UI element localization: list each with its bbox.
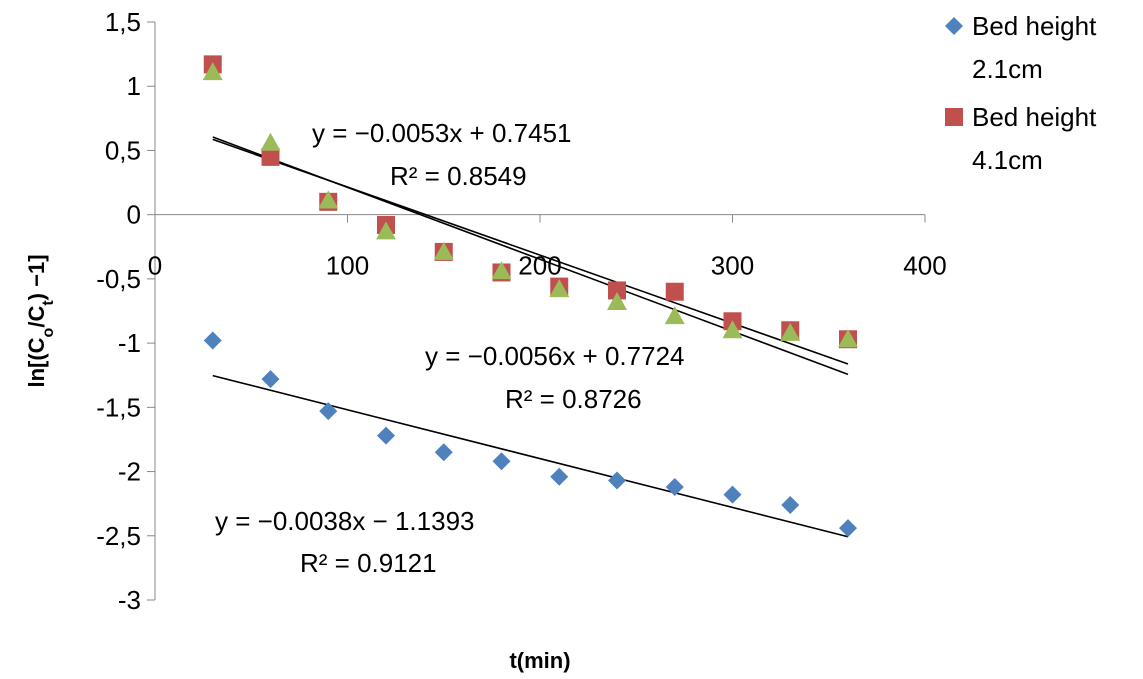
data-point-series-1 xyxy=(839,519,857,538)
data-point-series-3 xyxy=(318,190,339,209)
x-tick-label: 0 xyxy=(148,251,162,281)
trendlines-layer xyxy=(212,136,849,538)
trendline-r2-series-1: R² = 0.9121 xyxy=(300,548,437,578)
data-point-series-1 xyxy=(665,477,684,496)
y-tick-label: -2 xyxy=(118,457,141,487)
y-tick-label: 1,5 xyxy=(105,7,141,37)
y-tick-label: -0,5 xyxy=(96,264,141,294)
legend-marker-series-1 xyxy=(945,17,963,35)
data-point-series-1 xyxy=(203,331,222,350)
y-axis-title-subscript: o xyxy=(40,327,57,337)
data-point-series-1 xyxy=(723,485,742,504)
data-point-series-2 xyxy=(665,282,684,301)
y-tick-label: -1 xyxy=(118,328,141,358)
y-tick-label: 0,5 xyxy=(105,135,141,165)
data-point-series-1 xyxy=(781,495,800,514)
data-point-series-1 xyxy=(550,467,569,486)
data-point-series-1 xyxy=(492,452,511,471)
data-point-series-2 xyxy=(608,281,626,300)
y-axis-title-part: ln[(C xyxy=(24,337,49,387)
legend-marker-series-2 xyxy=(945,108,963,126)
trendline-equation-series-2: y = −0.0053x + 0.7451 xyxy=(312,118,572,148)
legend: Bed height 2.1cm Bed height 4.1cm xyxy=(945,11,1097,175)
y-axis-title-part: /C xyxy=(24,306,49,328)
data-point-series-3 xyxy=(549,279,570,298)
data-point-series-3 xyxy=(202,62,223,81)
data-point-series-1 xyxy=(319,402,338,421)
trendline-equation-series-3: y = −0.0056x + 0.7724 xyxy=(425,341,685,371)
y-tick-label: 0 xyxy=(127,200,141,230)
x-tick-label: 100 xyxy=(326,251,369,281)
data-point-series-2 xyxy=(261,147,280,166)
y-axis-title-part: ) −1] xyxy=(24,254,49,300)
legend-label-series-2: 4.1cm xyxy=(972,145,1043,175)
trendline-r2-series-3: R² = 0.8726 xyxy=(505,384,642,414)
trendline-r2-series-2: R² = 0.8549 xyxy=(390,161,527,191)
data-point-series-3 xyxy=(376,221,396,240)
data-point-series-1 xyxy=(377,426,395,445)
data-point-series-1 xyxy=(434,443,453,462)
trendline-series-3 xyxy=(212,136,849,376)
axes-layer: 1,510,50-0,5-1-1,5-2-2,5-30 100 200 300 400t… xyxy=(24,7,947,673)
y-tick-label: 1 xyxy=(127,71,141,101)
trendline-equation-series-1: y = −0.0038x − 1.1393 xyxy=(215,506,475,536)
data-point-series-3 xyxy=(664,306,685,325)
data-point-series-3 xyxy=(433,241,454,260)
data-point-series-3 xyxy=(607,292,627,311)
y-tick-label: -1,5 xyxy=(96,392,141,422)
y-axis-title-subscript: t xyxy=(40,300,57,306)
y-tick-label: -3 xyxy=(118,585,141,615)
equation-labels-layer: y = −0.0038x − 1.1393 R² = 0.9121 y = −0.0… xyxy=(215,118,685,578)
data-point-series-3 xyxy=(260,132,281,151)
data-point-series-1 xyxy=(261,370,280,389)
y-axis-title: ln[(Co/Ct) −1] xyxy=(24,254,57,387)
trendline-series-1 xyxy=(212,374,849,538)
x-tick-label: 300 xyxy=(711,251,754,281)
legend-label-series-1: 2.1cm xyxy=(972,54,1043,84)
x-tick-label: 400 xyxy=(903,251,946,281)
data-points-layer xyxy=(202,55,858,538)
data-point-series-1 xyxy=(608,471,626,490)
data-point-series-3 xyxy=(780,322,801,341)
data-point-series-3 xyxy=(491,261,512,280)
legend-label-series-2: Bed height xyxy=(972,102,1097,132)
y-tick-label: -2,5 xyxy=(96,521,141,551)
x-axis-title: t(min) xyxy=(509,648,570,673)
data-point-series-3 xyxy=(722,320,743,339)
legend-label-series-1: Bed height xyxy=(972,11,1097,41)
data-point-series-3 xyxy=(838,329,858,348)
